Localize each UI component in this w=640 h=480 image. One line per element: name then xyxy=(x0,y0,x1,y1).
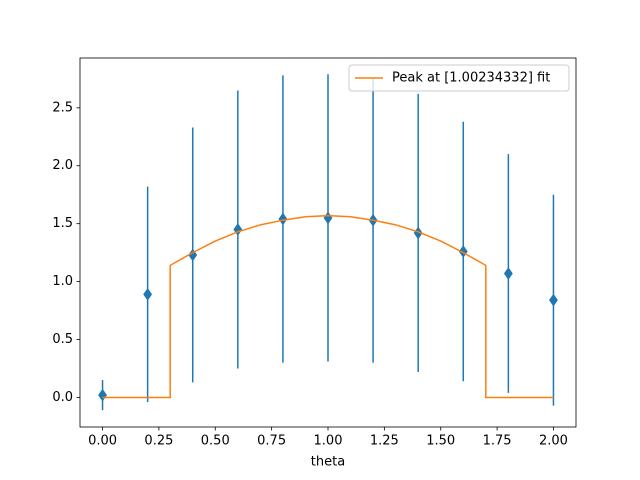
x-tick-label: 1.00 xyxy=(314,434,343,449)
data-point xyxy=(143,287,153,301)
x-tick-label: 1.25 xyxy=(370,434,399,449)
x-tick-label: 0.00 xyxy=(88,434,117,449)
x-tick-label: 0.25 xyxy=(144,434,173,449)
x-tick-label: 2.00 xyxy=(539,434,568,449)
y-tick-label: 0.5 xyxy=(52,332,73,347)
y-tick-label: 2.0 xyxy=(52,158,73,173)
legend-box xyxy=(348,64,570,92)
plot-frame xyxy=(79,57,577,428)
fit-line xyxy=(102,214,554,399)
data-point xyxy=(233,223,243,236)
x-tick-label: 1.75 xyxy=(483,434,512,449)
x-tick-label: 0.75 xyxy=(257,434,286,449)
x-axis-label: theta xyxy=(311,455,345,470)
data-point xyxy=(278,212,288,226)
data-point xyxy=(503,267,513,280)
x-tick-label: 1.50 xyxy=(426,434,455,449)
x-tick-label: 0.50 xyxy=(201,434,230,449)
y-tick-label: 0.0 xyxy=(52,390,73,405)
y-tick-label: 1.5 xyxy=(52,216,73,231)
y-tick-label: 2.5 xyxy=(52,100,73,115)
data-point xyxy=(188,248,198,262)
data-point xyxy=(458,245,468,258)
data-point xyxy=(549,293,558,307)
legend-label: Peak at [1.00234332] fit xyxy=(392,71,550,86)
y-tick-label: 1.0 xyxy=(52,274,73,289)
